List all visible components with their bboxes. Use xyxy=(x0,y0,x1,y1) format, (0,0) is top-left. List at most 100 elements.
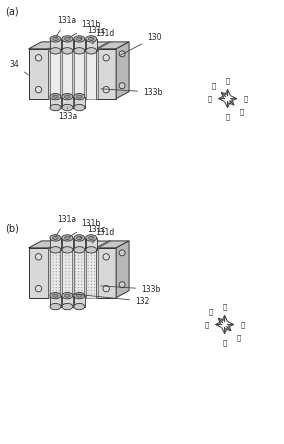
Text: 上: 上 xyxy=(225,77,230,84)
Circle shape xyxy=(75,281,76,282)
Circle shape xyxy=(81,274,82,275)
Polygon shape xyxy=(84,248,86,297)
Circle shape xyxy=(56,268,57,269)
Circle shape xyxy=(94,258,95,259)
Polygon shape xyxy=(72,49,74,99)
Circle shape xyxy=(53,252,54,253)
Polygon shape xyxy=(116,241,129,297)
Circle shape xyxy=(91,293,92,294)
Polygon shape xyxy=(49,49,51,99)
Circle shape xyxy=(68,265,70,266)
Ellipse shape xyxy=(74,36,85,42)
Circle shape xyxy=(65,287,66,288)
Circle shape xyxy=(78,255,79,256)
Circle shape xyxy=(78,274,79,275)
Ellipse shape xyxy=(89,236,94,239)
Ellipse shape xyxy=(62,235,73,241)
Text: 上: 上 xyxy=(222,303,227,310)
Ellipse shape xyxy=(62,303,73,310)
Circle shape xyxy=(35,285,42,292)
Ellipse shape xyxy=(62,293,73,299)
Circle shape xyxy=(81,262,82,263)
Circle shape xyxy=(68,284,70,285)
Circle shape xyxy=(94,262,95,263)
Circle shape xyxy=(94,290,95,291)
Circle shape xyxy=(88,290,89,291)
Text: 132: 132 xyxy=(73,294,149,305)
Circle shape xyxy=(78,258,79,259)
Text: 131b: 131b xyxy=(70,20,101,37)
Circle shape xyxy=(75,268,76,269)
Circle shape xyxy=(103,254,109,260)
Circle shape xyxy=(59,258,60,259)
Circle shape xyxy=(59,252,60,253)
Polygon shape xyxy=(29,49,49,99)
Circle shape xyxy=(75,262,76,263)
Circle shape xyxy=(81,284,82,285)
Ellipse shape xyxy=(50,104,61,111)
Circle shape xyxy=(59,293,60,294)
Text: 后: 后 xyxy=(208,308,213,315)
Circle shape xyxy=(68,281,70,282)
Polygon shape xyxy=(74,39,85,51)
Circle shape xyxy=(88,281,89,282)
Polygon shape xyxy=(96,49,116,99)
Polygon shape xyxy=(50,238,61,250)
Polygon shape xyxy=(49,241,109,248)
Polygon shape xyxy=(96,42,129,49)
Circle shape xyxy=(75,274,76,275)
Circle shape xyxy=(81,252,82,253)
Polygon shape xyxy=(86,238,97,250)
Circle shape xyxy=(75,284,76,285)
Circle shape xyxy=(91,290,92,291)
Polygon shape xyxy=(74,296,85,307)
Ellipse shape xyxy=(74,293,85,299)
Circle shape xyxy=(56,281,57,282)
Circle shape xyxy=(81,268,82,269)
Text: 133a: 133a xyxy=(58,107,77,120)
Circle shape xyxy=(68,271,70,272)
Circle shape xyxy=(75,255,76,256)
Circle shape xyxy=(75,252,76,253)
Polygon shape xyxy=(60,49,62,99)
Polygon shape xyxy=(96,49,98,99)
Circle shape xyxy=(53,274,54,275)
Circle shape xyxy=(91,262,92,263)
Ellipse shape xyxy=(86,247,97,253)
Circle shape xyxy=(94,252,95,253)
Ellipse shape xyxy=(74,48,85,54)
Ellipse shape xyxy=(74,235,85,241)
Circle shape xyxy=(78,290,79,291)
Polygon shape xyxy=(96,241,129,248)
Text: 131d: 131d xyxy=(92,228,114,243)
Circle shape xyxy=(75,249,76,250)
Text: 133b: 133b xyxy=(101,285,160,293)
Ellipse shape xyxy=(86,36,97,42)
Circle shape xyxy=(91,284,92,285)
Circle shape xyxy=(68,290,70,291)
Circle shape xyxy=(94,265,95,266)
Circle shape xyxy=(94,274,95,275)
Circle shape xyxy=(68,249,70,250)
Circle shape xyxy=(59,290,60,291)
Circle shape xyxy=(56,255,57,256)
Polygon shape xyxy=(49,49,96,99)
Circle shape xyxy=(65,262,66,263)
Text: 下: 下 xyxy=(225,113,230,120)
Text: 131c: 131c xyxy=(80,26,106,39)
Circle shape xyxy=(68,255,70,256)
Circle shape xyxy=(65,249,66,250)
Text: 131a: 131a xyxy=(56,16,77,36)
Circle shape xyxy=(91,281,92,282)
Circle shape xyxy=(94,287,95,288)
Text: 131d: 131d xyxy=(92,29,114,44)
Polygon shape xyxy=(116,42,129,99)
Circle shape xyxy=(88,258,89,259)
Circle shape xyxy=(91,258,92,259)
Circle shape xyxy=(91,271,92,272)
Circle shape xyxy=(59,268,60,269)
Circle shape xyxy=(78,293,79,294)
Circle shape xyxy=(53,255,54,256)
Circle shape xyxy=(94,271,95,272)
Ellipse shape xyxy=(74,247,85,253)
